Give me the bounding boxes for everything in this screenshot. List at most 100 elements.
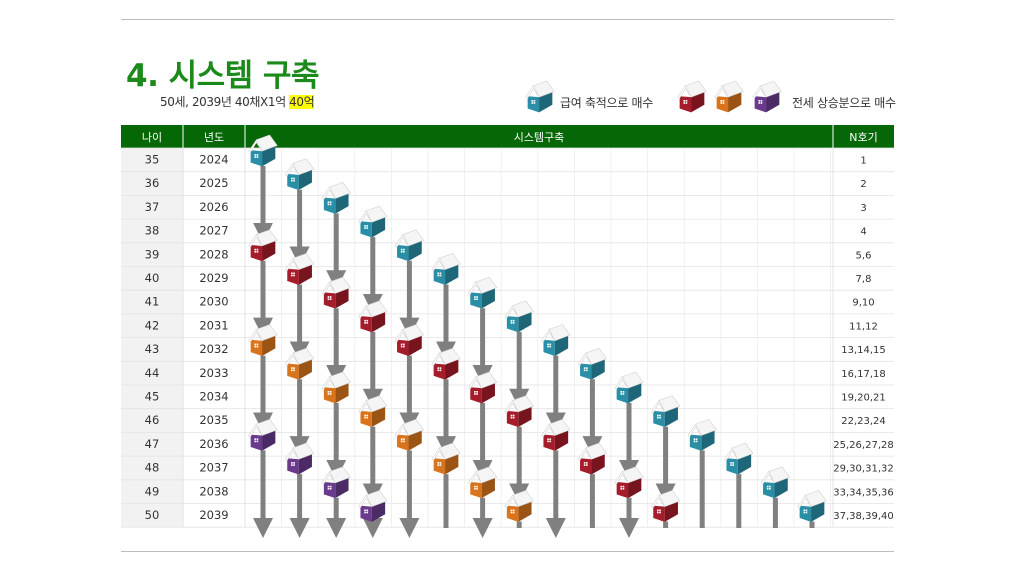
nth-cell: 22,23,24 xyxy=(841,416,886,427)
age-cell: 48 xyxy=(145,461,160,475)
year-cell: 2034 xyxy=(199,390,228,404)
house-teal-icon xyxy=(760,466,791,499)
age-cell: 46 xyxy=(145,413,160,427)
house-orange-icon xyxy=(248,324,278,356)
house-red-icon xyxy=(504,395,534,428)
year-cell: 2036 xyxy=(199,437,228,451)
house-red-icon xyxy=(431,347,461,380)
house-red-icon xyxy=(577,442,608,475)
house-purple-icon xyxy=(752,80,782,113)
house-red-icon xyxy=(358,300,388,333)
house-teal-icon xyxy=(321,182,351,214)
houses xyxy=(248,134,827,522)
header-system: 시스템구축 xyxy=(514,131,565,144)
top-divider xyxy=(121,19,894,20)
house-teal-icon xyxy=(358,205,388,238)
house-teal-icon xyxy=(541,324,571,356)
house-teal-icon xyxy=(394,229,425,262)
nth-cell: 25,26,27,28 xyxy=(833,440,893,451)
nth-cell: 7,8 xyxy=(856,274,872,285)
house-teal-icon xyxy=(284,158,315,191)
age-cell: 49 xyxy=(145,484,160,498)
age-cell: 36 xyxy=(145,176,160,190)
house-teal-icon xyxy=(724,442,754,475)
year-cell: 2024 xyxy=(199,153,228,167)
age-cell: 39 xyxy=(145,247,160,261)
house-teal-icon xyxy=(504,300,534,333)
house-teal-icon xyxy=(687,419,717,451)
house-teal-icon xyxy=(431,253,461,285)
year-cell: 2027 xyxy=(199,224,228,238)
year-cell: 2033 xyxy=(199,366,228,380)
age-cell: 38 xyxy=(145,224,160,238)
header-year: 년도 xyxy=(204,131,224,144)
house-teal-icon xyxy=(577,347,608,380)
year-cell: 2029 xyxy=(199,271,228,285)
nth-cell: 9,10 xyxy=(852,298,874,309)
house-red-icon xyxy=(677,80,707,113)
age-cell: 43 xyxy=(145,342,160,356)
house-orange-icon xyxy=(284,347,315,380)
house-red-icon xyxy=(284,253,315,285)
nth-cell: 37,38,39,40 xyxy=(833,511,893,522)
bottom-divider xyxy=(121,551,894,552)
nth-cell: 33,34,35,36 xyxy=(833,487,893,498)
nth-cell: 29,30,31,32 xyxy=(833,464,893,475)
table-header xyxy=(121,125,894,148)
page-title: 4. 시스템 구축 xyxy=(126,58,320,94)
age-cell: 41 xyxy=(145,295,160,309)
year-cell: 2032 xyxy=(199,342,228,356)
house-red-icon xyxy=(394,324,425,356)
nth-cell: 2 xyxy=(860,179,866,190)
year-cell: 2030 xyxy=(199,295,228,309)
year-cell: 2028 xyxy=(199,247,228,261)
nth-cell: 5,6 xyxy=(856,250,872,261)
house-red-icon xyxy=(650,490,681,522)
legend-icons xyxy=(525,80,782,113)
subtitle-highlight: 40억 xyxy=(289,95,315,109)
age-cell: 45 xyxy=(145,390,160,404)
house-purple-icon xyxy=(248,419,278,451)
house-red-icon xyxy=(541,419,571,451)
house-orange-icon xyxy=(467,466,498,499)
house-purple-icon xyxy=(321,466,351,499)
nth-cell: 3 xyxy=(860,203,866,214)
house-purple-icon xyxy=(358,490,388,522)
house-teal-icon xyxy=(525,80,555,113)
house-orange-icon xyxy=(504,490,534,522)
house-teal-icon xyxy=(797,490,827,522)
house-red-icon xyxy=(614,466,644,499)
nth-cell: 16,17,18 xyxy=(841,369,886,380)
age-cell: 35 xyxy=(145,153,160,167)
header-age: 나이 xyxy=(142,131,162,144)
arrows xyxy=(253,166,815,538)
subtitle-text: 50세, 2039년 40채X1억 xyxy=(160,95,290,109)
year-cell: 2037 xyxy=(199,461,228,475)
year-cell: 2038 xyxy=(199,484,228,498)
legend-salary-label: 급여 축적으로 매수 xyxy=(560,96,653,110)
age-cell: 50 xyxy=(145,508,160,522)
house-orange-icon xyxy=(358,395,388,428)
house-teal-icon xyxy=(614,371,644,404)
year-cell: 2025 xyxy=(199,176,228,190)
age-cell: 40 xyxy=(145,271,160,285)
house-red-icon xyxy=(321,276,351,309)
legend-jeonse-label: 전세 상승분으로 매수 xyxy=(792,96,896,110)
house-orange-icon xyxy=(714,80,744,113)
age-cell: 44 xyxy=(145,366,160,380)
nth-cell: 1 xyxy=(860,156,866,167)
header-nth: N호기 xyxy=(849,131,877,144)
nth-cell: 4 xyxy=(860,227,866,238)
house-orange-icon xyxy=(394,419,425,451)
nth-cell: 11,12 xyxy=(849,321,878,332)
house-teal-icon xyxy=(467,276,498,309)
age-cell: 37 xyxy=(145,200,160,214)
subtitle: 50세, 2039년 40채X1억 40억 xyxy=(160,93,315,110)
nth-cell: 19,20,21 xyxy=(841,393,886,404)
year-cell: 2035 xyxy=(199,413,228,427)
house-red-icon xyxy=(467,371,498,404)
age-cell: 47 xyxy=(145,437,160,451)
house-red-icon xyxy=(248,229,278,262)
age-cell: 42 xyxy=(145,318,160,332)
